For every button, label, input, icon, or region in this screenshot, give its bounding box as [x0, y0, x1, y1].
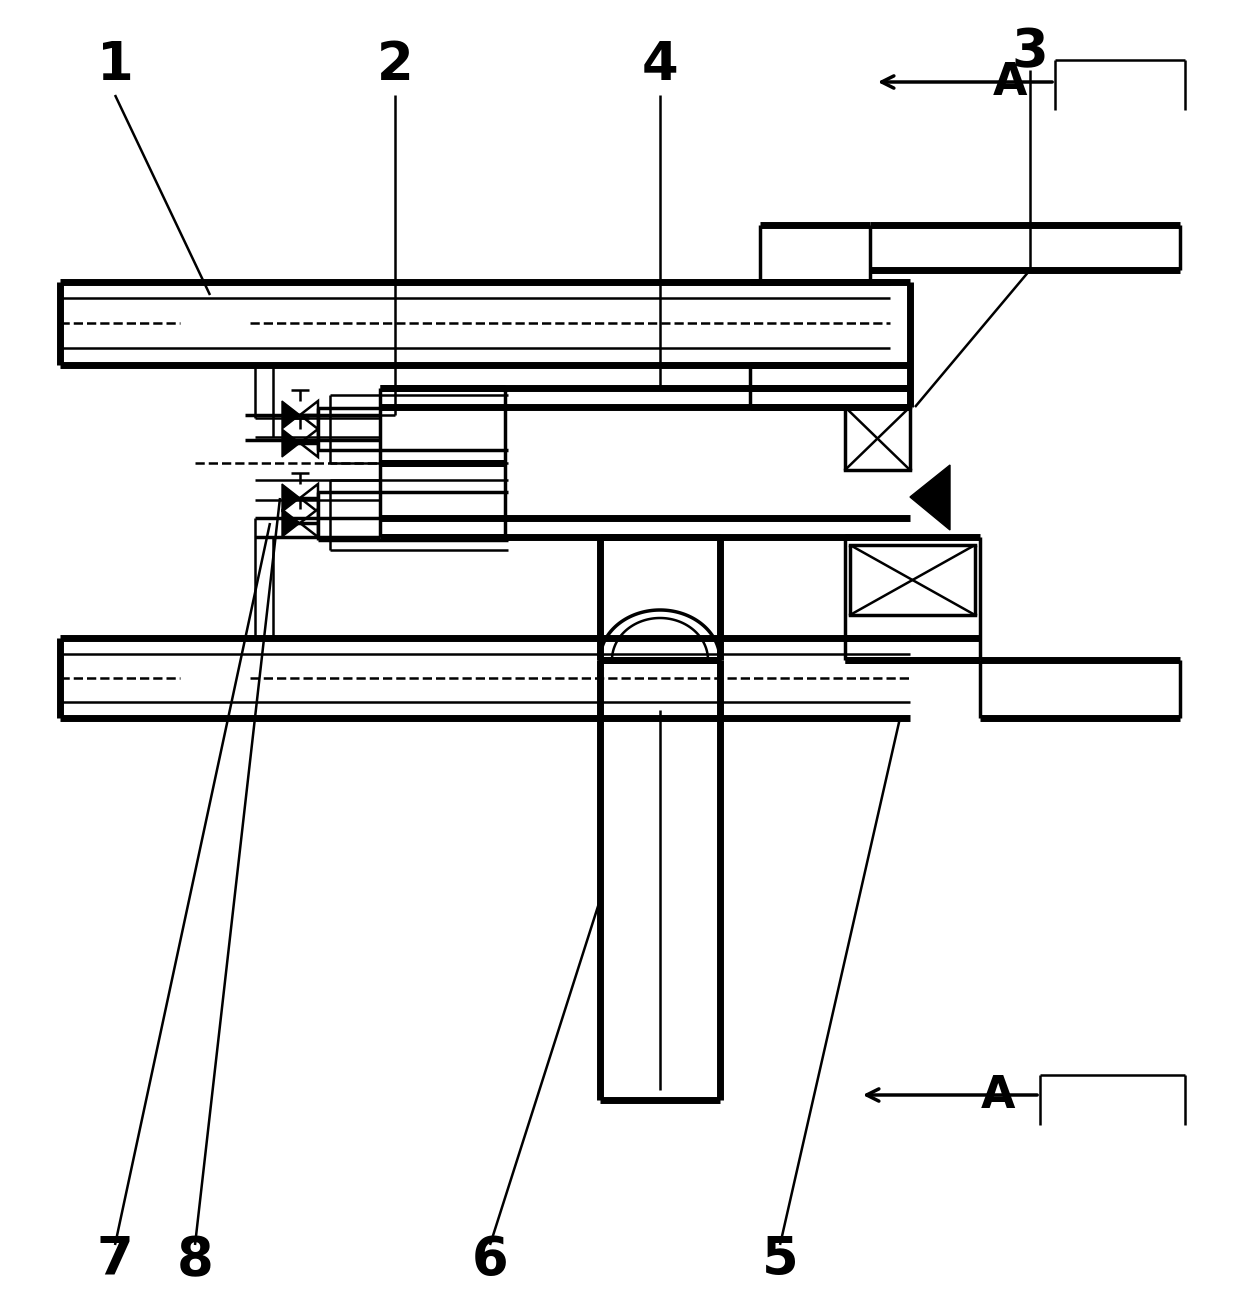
- Polygon shape: [283, 509, 300, 537]
- Polygon shape: [300, 429, 318, 457]
- Text: 4: 4: [642, 39, 679, 91]
- Text: 8: 8: [176, 1234, 213, 1286]
- Text: 7: 7: [96, 1234, 133, 1286]
- Text: 1: 1: [96, 39, 133, 91]
- Polygon shape: [283, 483, 300, 512]
- Text: 5: 5: [761, 1234, 798, 1286]
- Polygon shape: [283, 429, 300, 457]
- Text: A: A: [981, 1074, 1016, 1117]
- Text: 2: 2: [376, 39, 413, 91]
- Polygon shape: [300, 509, 318, 537]
- Text: 3: 3: [1012, 26, 1049, 78]
- Text: A: A: [992, 60, 1027, 103]
- Text: 6: 6: [471, 1234, 508, 1286]
- Polygon shape: [300, 483, 318, 512]
- Polygon shape: [909, 465, 950, 530]
- Polygon shape: [283, 401, 300, 429]
- Polygon shape: [300, 401, 318, 429]
